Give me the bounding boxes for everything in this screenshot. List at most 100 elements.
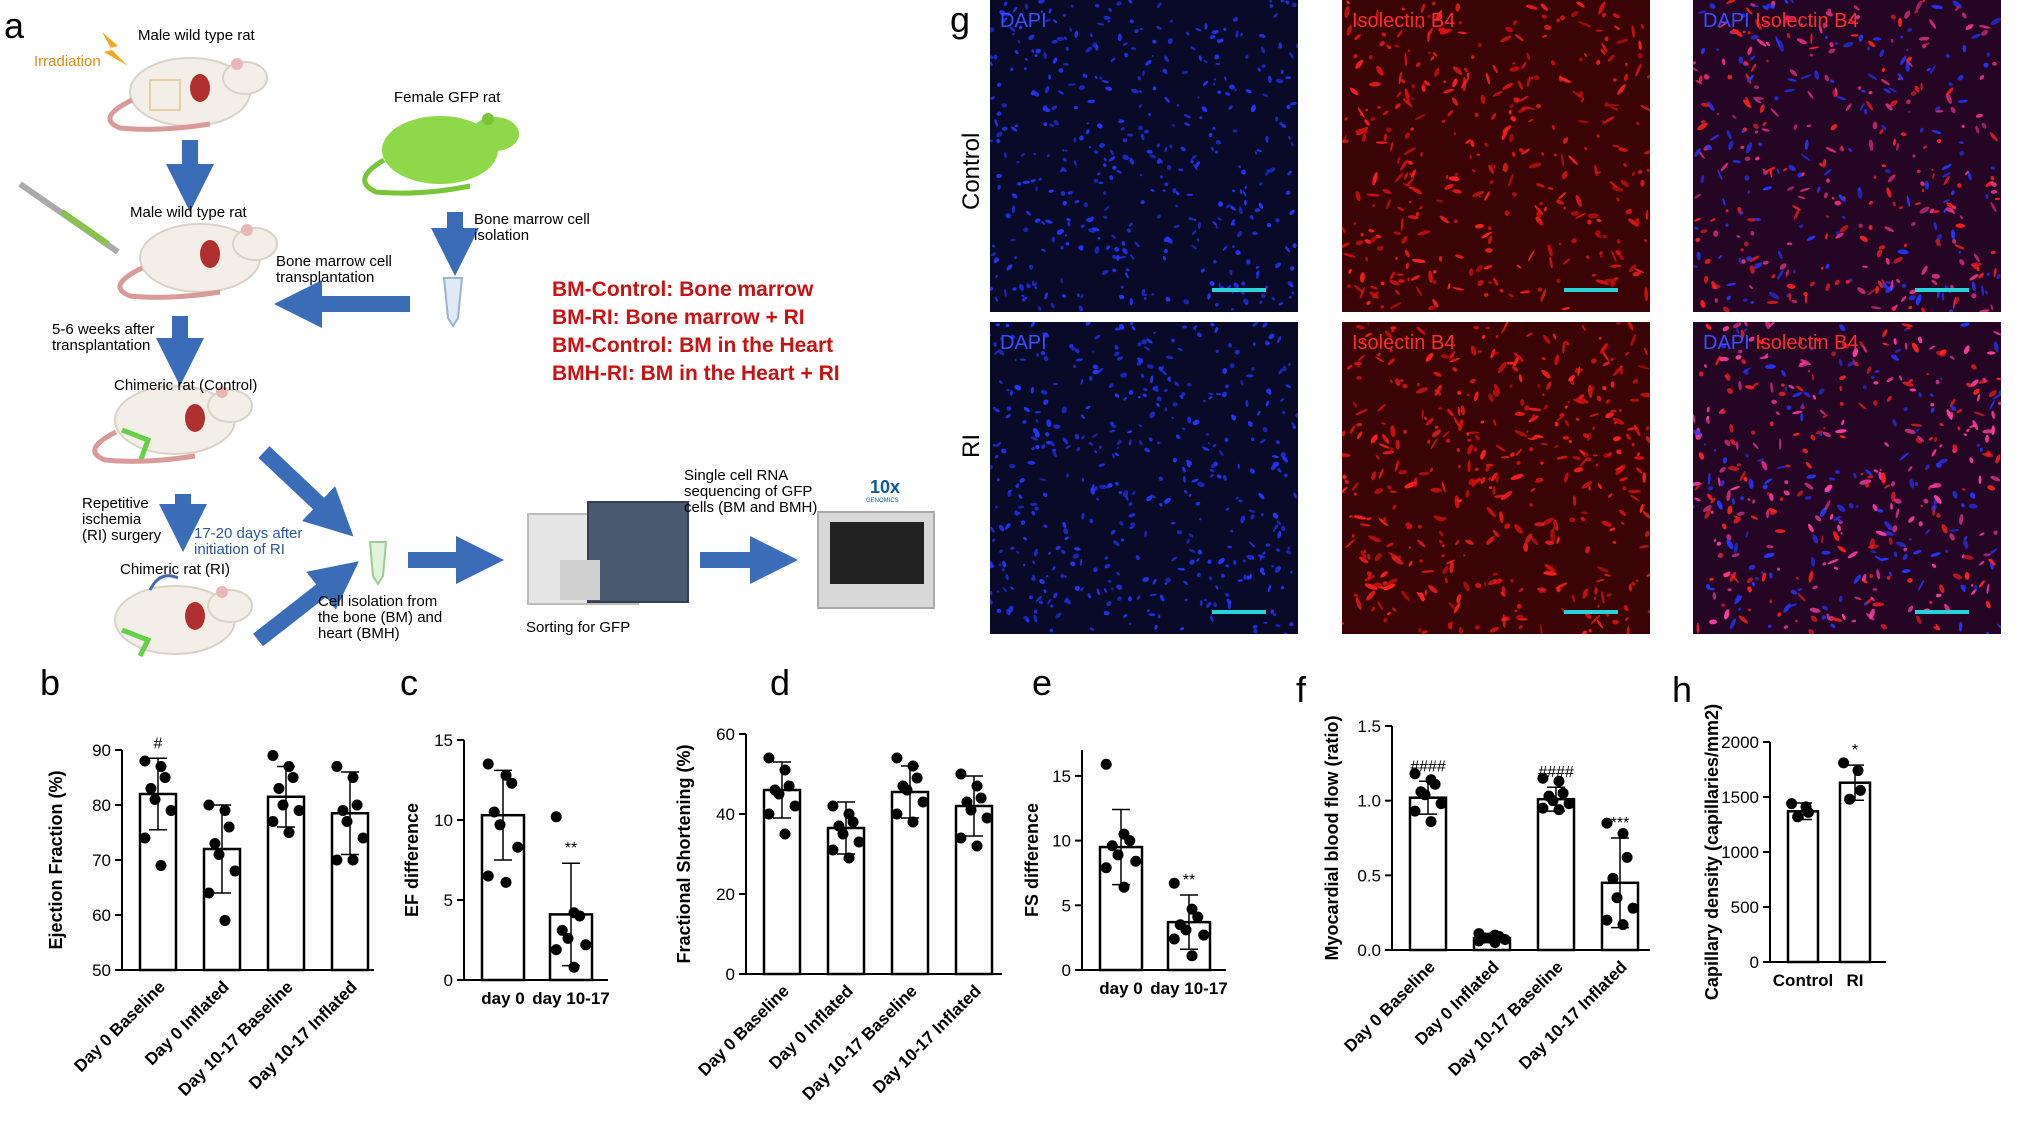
y-tick-label: 60: [92, 906, 111, 925]
rat-illustration-ri: [114, 574, 253, 658]
category-label: day 10-17: [532, 989, 610, 1008]
data-point: [1499, 934, 1511, 946]
data-point: [331, 761, 343, 772]
data-point: [1563, 798, 1575, 810]
scale-bar: [1564, 288, 1618, 292]
data-point: [1409, 768, 1421, 780]
sequencer-illustration: [817, 511, 935, 609]
legend-line-2: BM-RI: Bone marrow + RI: [552, 306, 805, 329]
data-point: [1419, 789, 1431, 801]
y-axis-label: EF difference: [402, 803, 422, 917]
rat-gfp-label: Female GFP rat: [394, 89, 501, 106]
chimeric-control-label: Chimeric rat (Control): [114, 377, 258, 394]
micrograph-texture: [1693, 0, 2001, 312]
y-tick-label: 40: [716, 805, 735, 824]
data-point: [1168, 877, 1180, 889]
data-point: [568, 961, 580, 973]
category-label: Day 10-17 Baseline: [174, 977, 296, 1099]
data-point: [971, 780, 983, 792]
micrograph-ri-dapi: DAPI: [990, 322, 1298, 634]
days-label-1: 17-20 days after: [194, 525, 303, 542]
ri-surgery-label-2: ischemia: [82, 511, 142, 528]
micrograph-tag: DAPI: [1000, 332, 1047, 354]
category-label: Day 10-17 Baseline: [798, 981, 920, 1103]
data-point: [351, 799, 363, 811]
data-point: [1607, 872, 1619, 884]
data-point: [911, 772, 923, 784]
micrograph-tag: Isolectin B4: [1352, 10, 1456, 32]
category-label: Day 10-17 Inflated: [1515, 957, 1631, 1073]
category-label: day 0: [1099, 979, 1142, 998]
data-point: [149, 794, 161, 805]
scale-bar: [1212, 288, 1266, 292]
bm-isolation-label-1: Bone marrow cell: [474, 211, 590, 228]
significance-mark: ***: [1611, 815, 1630, 832]
scrna-label-2: sequencing of GFP: [684, 483, 813, 500]
lightning-icon: [102, 32, 128, 66]
data-point: [1429, 778, 1441, 790]
data-point: [1198, 929, 1210, 941]
scrna-label-3: cells (BM and BMH): [684, 499, 818, 516]
bar: [762, 788, 802, 976]
y-tick-label: 0: [726, 965, 735, 984]
y-axis-label: Ejection Fraction (%): [46, 770, 66, 949]
data-point: [500, 876, 512, 888]
panel-label-d: d: [770, 662, 791, 703]
data-point: [347, 854, 359, 866]
scale-bar: [1915, 610, 1969, 614]
data-point: [1601, 914, 1613, 926]
irradiation-label: Irradiation: [34, 53, 101, 70]
scale-bar: [1915, 288, 1969, 292]
y-axis-label: Fractional Shortening (%): [674, 744, 694, 963]
y-tick-label: 0.0: [1357, 941, 1381, 960]
data-point: [1409, 805, 1421, 817]
y-tick-label: 5: [1062, 896, 1071, 915]
data-point: [965, 804, 977, 816]
data-point: [283, 761, 295, 772]
legend-line-4: BMH-RI: BM in the Heart + RI: [552, 362, 840, 385]
data-point: [971, 840, 983, 852]
rat-mid-label: Male wild type rat: [130, 204, 247, 221]
data-point: [1473, 935, 1485, 947]
data-point: [488, 806, 500, 818]
tube-icon-1: [442, 277, 464, 328]
micrograph-texture: [1342, 322, 1650, 634]
y-tick-label: 80: [92, 796, 111, 815]
data-point: [165, 805, 177, 816]
data-point: [773, 788, 785, 800]
data-point: [506, 777, 518, 789]
y-tick-label: 10: [1052, 832, 1071, 851]
data-point: [347, 772, 359, 783]
y-axis-label: Myocardial blood flow (ratio): [1322, 715, 1342, 960]
schematic-graphics: [18, 32, 935, 658]
rat-illustration-top: [107, 57, 268, 132]
data-point: [1611, 892, 1623, 904]
row-label-ri: RI: [958, 434, 985, 458]
data-point: [357, 832, 369, 844]
data-point: [229, 865, 241, 877]
micrograph-tag: DAPI: [1000, 10, 1047, 32]
data-point: [763, 808, 775, 820]
data-point: [293, 805, 305, 816]
bar: [1838, 781, 1872, 964]
y-tick-label: 90: [92, 741, 111, 760]
legend-line-3: BM-Control: BM in the Heart: [552, 334, 834, 357]
category-label: Day 10-17 Baseline: [1444, 957, 1566, 1079]
data-point: [155, 761, 167, 772]
y-tick-label: 0: [1750, 953, 1759, 972]
data-point: [1435, 798, 1447, 810]
y-tick-label: 5: [444, 891, 453, 910]
data-point: [482, 870, 494, 882]
data-point: [331, 854, 343, 866]
y-tick-label: 20: [716, 885, 735, 904]
y-axis-label: Capillary density (capillaries/mm2): [1702, 704, 1722, 1000]
data-point: [562, 932, 574, 944]
micrograph-texture: [990, 0, 1298, 312]
chart-myocardial-blood-flow: 0.0 0.5 1.0 1.5 Myocardial blood flow (ratio…: [1322, 715, 1650, 1080]
data-point: [550, 944, 562, 956]
data-point: [512, 841, 524, 853]
bm-isolation-label-2: isolation: [474, 227, 530, 244]
y-tick-label: 50: [92, 961, 111, 980]
